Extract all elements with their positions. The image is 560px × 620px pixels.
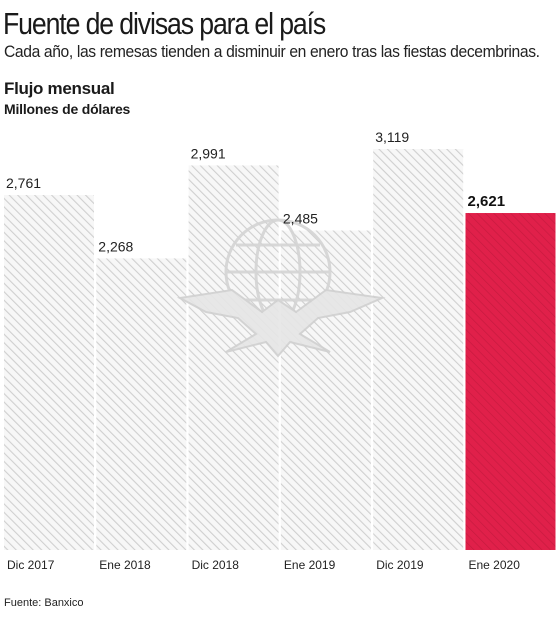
section-title: Flujo mensual xyxy=(4,79,115,98)
eagle-watermark-icon xyxy=(176,218,386,358)
bars-group xyxy=(4,149,556,551)
chart-subtitle: Cada año, las remesas tienden a disminui… xyxy=(4,42,540,61)
bar-dic-2017 xyxy=(4,195,94,551)
bar-ene-2019 xyxy=(280,230,371,550)
unit-label: Millones de dólares xyxy=(4,101,131,117)
value-labels-group: 2,761 2,268 2,991 2,485 3,119 2,621 xyxy=(6,129,505,254)
bar-ene-2020 xyxy=(465,213,556,550)
category-labels-group: Dic 2017 Ene 2018 Dic 2018 Ene 2019 Dic 2019… xyxy=(7,558,520,572)
category-label: Ene 2020 xyxy=(469,558,521,572)
category-label: Ene 2019 xyxy=(284,558,336,572)
source-note: Fuente: Banxico xyxy=(4,597,84,609)
value-label: 2,991 xyxy=(191,145,226,161)
bar-dic-2019 xyxy=(373,149,464,550)
value-label: 2,485 xyxy=(283,211,318,227)
category-label: Ene 2018 xyxy=(99,558,151,572)
category-label: Dic 2017 xyxy=(7,558,55,572)
value-label: 2,761 xyxy=(6,175,41,191)
chart-title: Fuente de divisas para el país xyxy=(3,6,326,41)
value-label: 2,268 xyxy=(98,238,133,254)
category-label: Dic 2019 xyxy=(376,558,424,572)
bar-ene-2018 xyxy=(96,258,187,550)
value-label: 3,119 xyxy=(375,129,409,145)
category-label: Dic 2018 xyxy=(192,558,240,572)
value-label: 2,621 xyxy=(468,193,506,210)
